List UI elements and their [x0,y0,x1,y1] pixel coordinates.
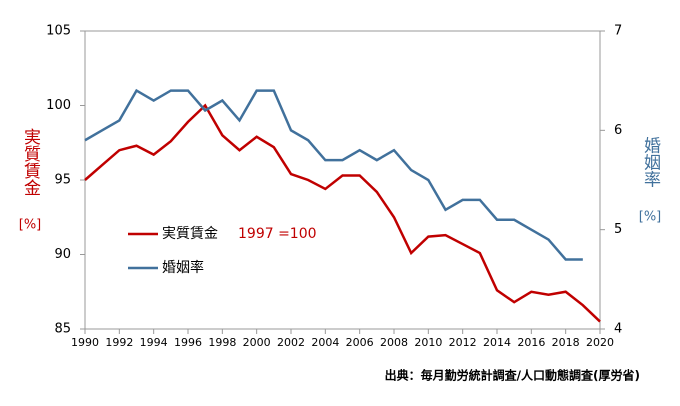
series-line [84,88,583,261]
y-tick-label: 90 [54,247,71,262]
y2-axis-label: 婚姻率 [640,136,661,187]
x-tick-label: 2000 [243,336,271,349]
legend-label: 婚姻率 [162,259,204,276]
y-axis-unit: [%] [19,218,42,233]
y-tick-label: 85 [54,322,71,337]
y2-tick-label: 5 [614,222,622,237]
x-tick-label: 2018 [552,336,580,349]
x-tick-label: 1994 [140,336,168,349]
x-tick-label: 2004 [311,336,339,349]
y-tick-label: 95 [54,173,71,188]
source: 出典：毎月勤労統計調査/人口動態調査(厚労省) [385,368,640,383]
x-tick-label: 2010 [414,336,442,349]
y-axis-label: 実質賃金 [20,128,41,196]
x-tick-label: 2002 [277,336,305,349]
legend-label: 実質賃金 [162,226,218,242]
y2-axis-unit: [%] [639,210,662,225]
x-tick-label: 1996 [174,336,202,349]
x-tick-label: 2008 [380,336,408,349]
x-tick-label: 1990 [71,336,99,349]
x-tick-label: 2020 [586,336,614,349]
x-tick-label: 2012 [449,336,477,349]
x-tick-label: 1992 [105,336,133,349]
y2-tick-label: 6 [614,123,622,138]
x-tick-label: 2014 [483,336,511,349]
x-tick-label: 2006 [346,336,374,349]
x-tick-label: 1998 [208,336,236,349]
y2-tick-label: 7 [614,24,622,39]
y2-tick-label: 4 [614,322,622,337]
y-tick-label: 105 [46,24,71,39]
y-tick-label: 100 [46,98,71,113]
series-line [84,103,601,323]
annotation: 1997 =100 [238,226,317,242]
legend-box [118,215,318,285]
x-tick-label: 2016 [517,336,545,349]
